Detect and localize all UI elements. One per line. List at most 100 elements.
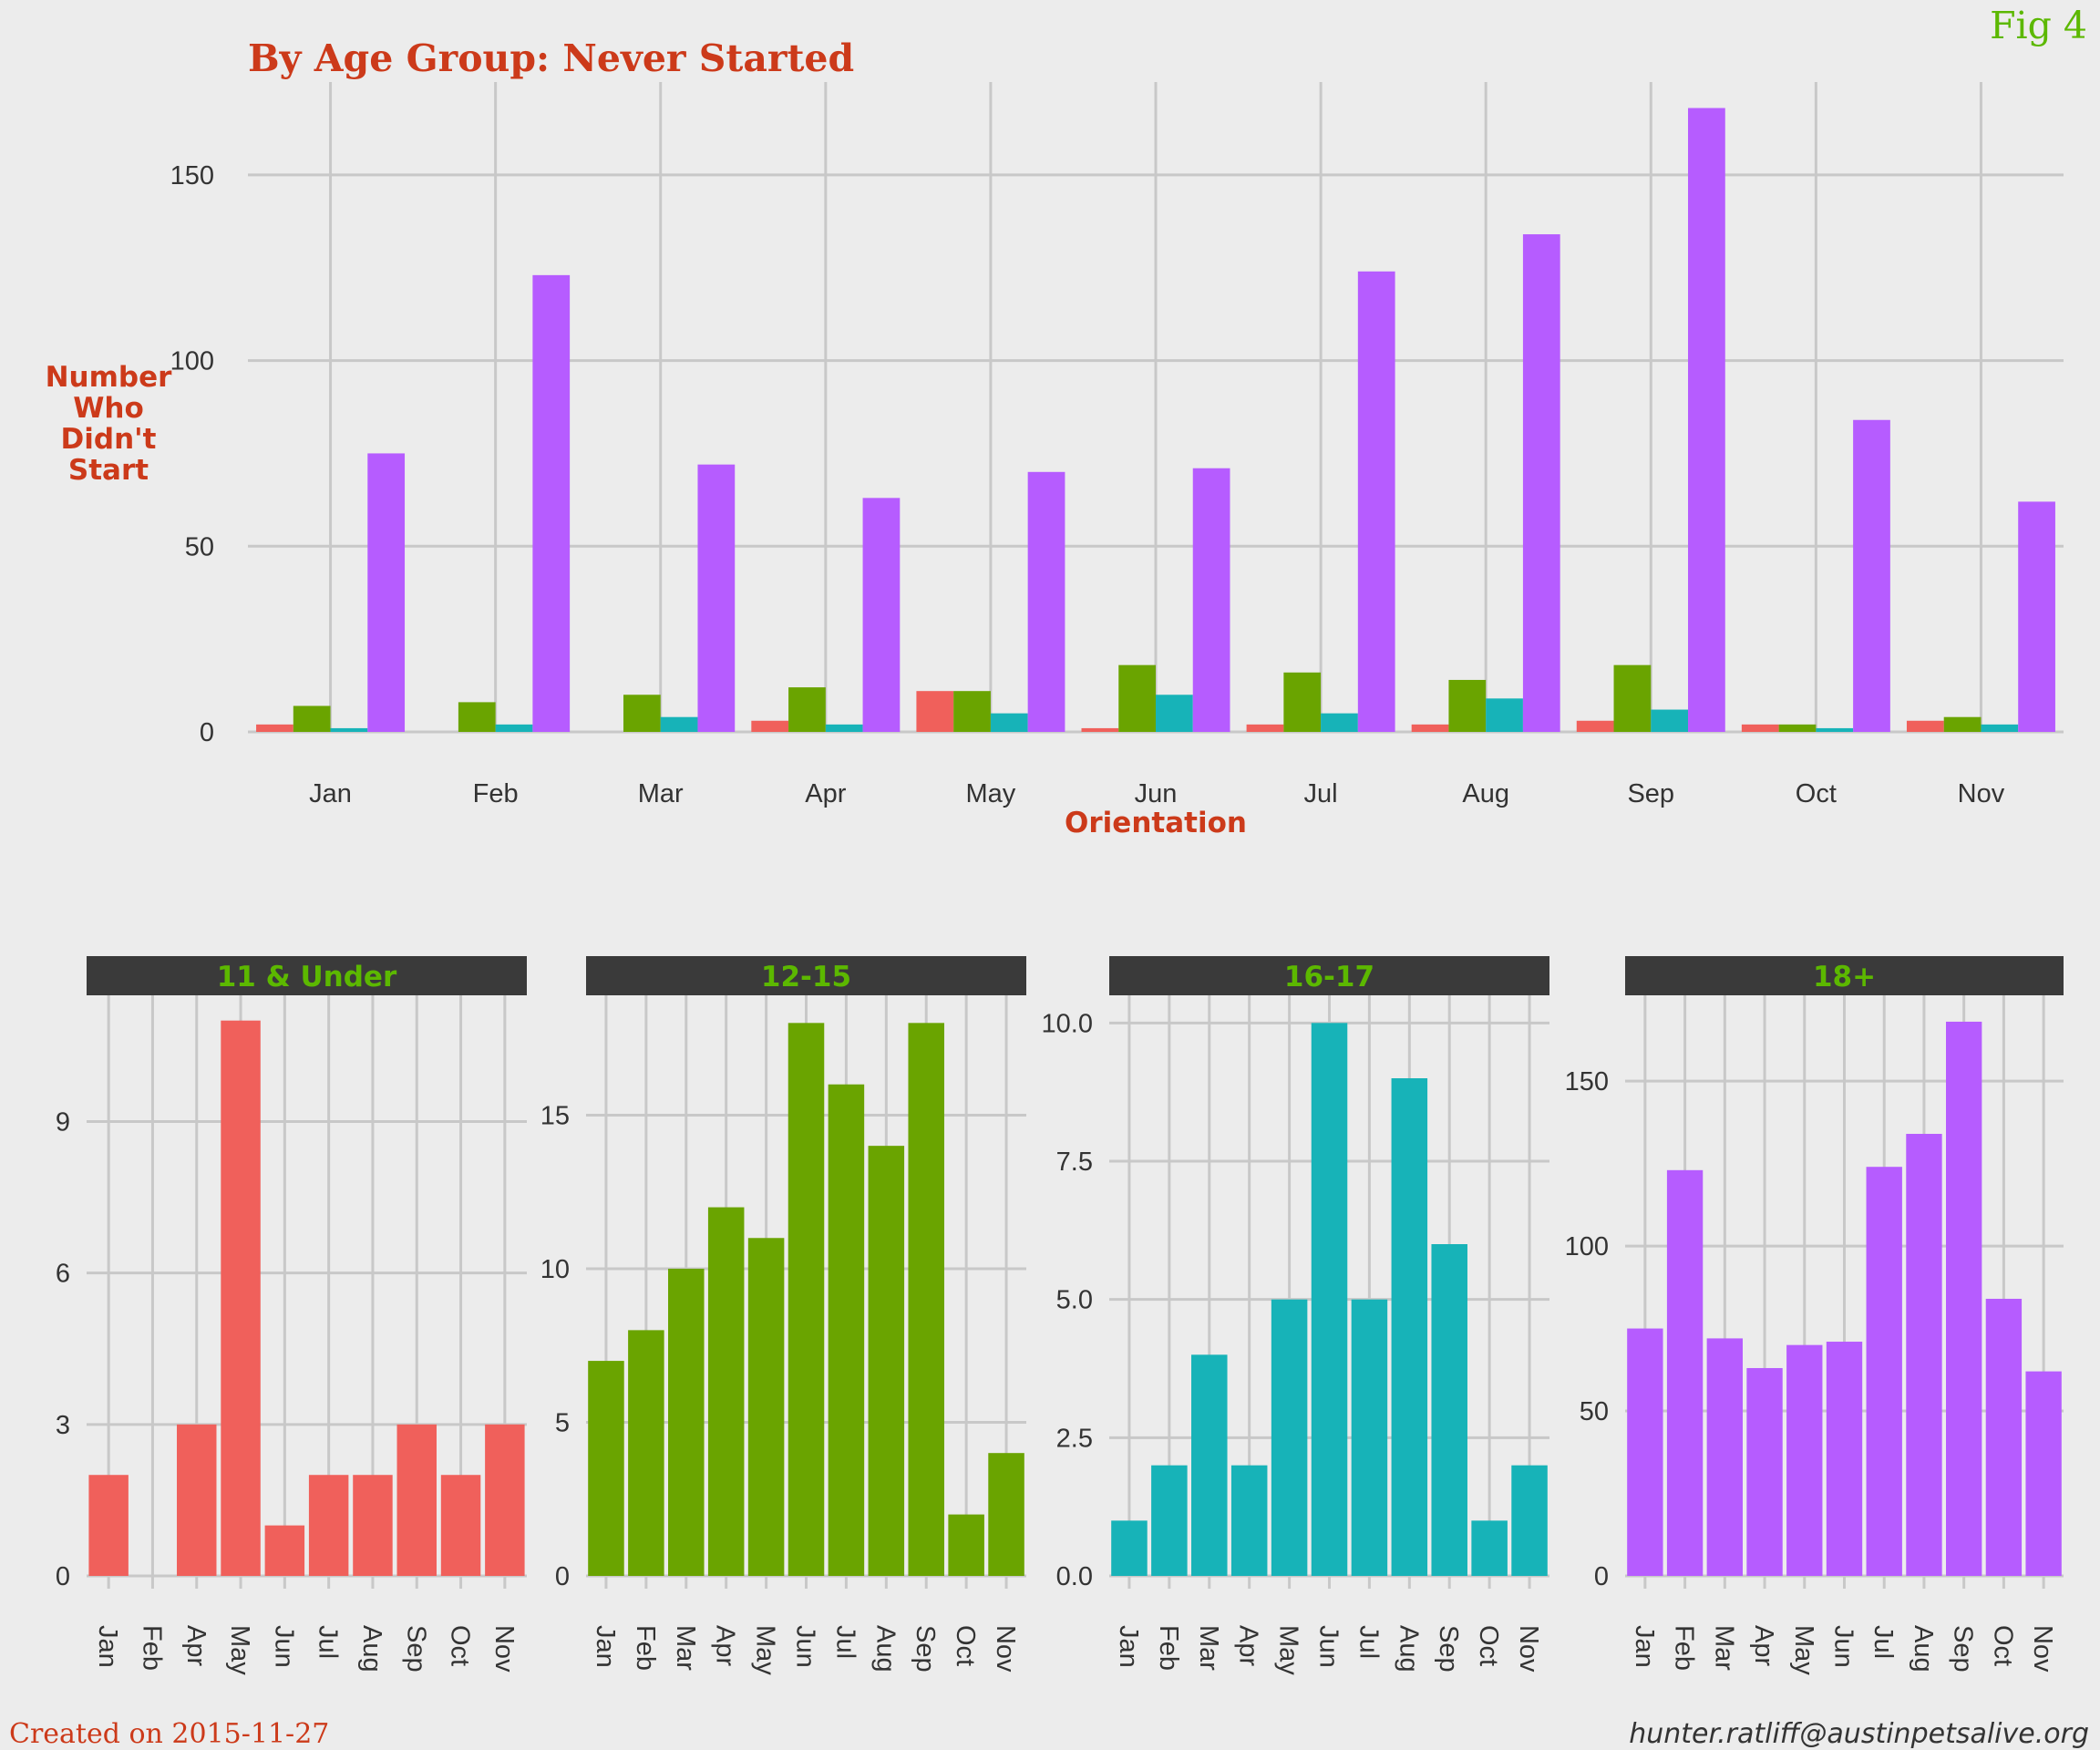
- facet-bar: [668, 1268, 705, 1576]
- main-y-axis-label: Who: [73, 392, 144, 425]
- facet-bar: [988, 1453, 1024, 1576]
- facet-x-tick-label: Oct: [1988, 1625, 2017, 1666]
- main-bar: [367, 453, 406, 732]
- main-x-tick-label: Sep: [1627, 779, 1674, 808]
- main-bar: [330, 727, 368, 732]
- facet-bar: [948, 1514, 984, 1576]
- main-chart-title: By Age Group: Never Started: [248, 36, 854, 80]
- facet-strip: [87, 956, 527, 995]
- main-x-tick-label: Jan: [309, 779, 352, 808]
- main-bar: [1613, 664, 1652, 732]
- facet-x-tick-label: Jan: [1114, 1625, 1143, 1668]
- facet-panel: 11 & Under 0 3 6 9 Jan Feb Apr May Jun Jul Aug Sep Oc…: [56, 956, 527, 1675]
- facet-x-tick-label: Jun: [1829, 1625, 1858, 1668]
- main-x-tick-label: Jun: [1135, 779, 1178, 808]
- facet-y-tick-label: 5: [555, 1408, 570, 1437]
- main-bar: [1246, 724, 1284, 732]
- main-bar: [1906, 720, 1944, 732]
- facet-bar: [1906, 1134, 1942, 1576]
- facet-x-tick-label: Aug: [357, 1625, 386, 1673]
- main-x-tick-label: Jul: [1304, 779, 1338, 808]
- main-bar: [2018, 501, 2055, 732]
- facet-x-tick-label: Aug: [870, 1625, 900, 1673]
- main-x-tick-label: Mar: [638, 779, 684, 808]
- main-x-tick-label: Aug: [1462, 779, 1509, 808]
- facet-x-tick-label: Apr: [711, 1625, 740, 1666]
- facet-title: 18+: [1813, 961, 1876, 993]
- facet-bar: [1271, 1299, 1308, 1576]
- main-y-tick-label: 0: [200, 718, 214, 747]
- main-bar: [1943, 716, 1982, 732]
- main-bar: [916, 691, 954, 732]
- main-bar: [1486, 698, 1523, 732]
- facet-x-tick-label: Jan: [591, 1625, 620, 1668]
- main-bar: [1448, 679, 1487, 732]
- main-bar: [1027, 471, 1065, 732]
- facet-bar: [1786, 1344, 1823, 1576]
- facet-x-tick-label: Jul: [314, 1625, 343, 1659]
- facet-x-tick-label: Mar: [671, 1625, 700, 1671]
- main-bar: [1522, 234, 1560, 732]
- main-bar: [1081, 727, 1119, 732]
- facet-x-tick-label: Sep: [1434, 1625, 1463, 1673]
- facet-y-tick-label: 5.0: [1056, 1286, 1093, 1315]
- facet-bar: [1826, 1342, 1863, 1576]
- facet-bar: [1866, 1167, 1902, 1576]
- facet-y-tick-label: 6: [56, 1260, 70, 1289]
- main-x-tick-label: Nov: [1958, 779, 2005, 808]
- facet-bar: [396, 1424, 437, 1576]
- main-bar: [1321, 713, 1358, 732]
- facet-x-tick-label: Feb: [1670, 1625, 1699, 1671]
- facet-y-tick-label: 100: [1565, 1232, 1609, 1261]
- facet-x-tick-label: Jan: [1630, 1625, 1659, 1668]
- facet-x-tick-label: Jul: [1868, 1625, 1898, 1659]
- facet-y-tick-label: 0.0: [1056, 1562, 1093, 1591]
- facet-strip: [1109, 956, 1549, 995]
- facet-y-tick-label: 10.0: [1042, 1009, 1093, 1038]
- main-plot: 0 50 100 150 Jan Feb Mar Apr May Jun Jul Aug Sep Oct N…: [46, 82, 2064, 839]
- main-y-axis-label: Didn't: [61, 423, 157, 456]
- facet-y-tick-label: 150: [1565, 1067, 1609, 1096]
- main-x-tick-label: Apr: [805, 779, 846, 808]
- facet-x-tick-label: Jun: [269, 1625, 298, 1668]
- main-bar: [495, 724, 533, 732]
- facet-x-tick-label: Oct: [1474, 1625, 1503, 1666]
- main-bar: [990, 713, 1028, 732]
- main-y-axis-label: Start: [68, 454, 149, 487]
- facet-x-tick-label: Oct: [446, 1625, 475, 1666]
- facet-bar: [828, 1084, 865, 1576]
- facet-x-tick-label: Nov: [1514, 1625, 1543, 1673]
- facet-bar: [221, 1020, 261, 1576]
- main-bar: [623, 695, 661, 732]
- facet-y-tick-label: 0: [56, 1562, 70, 1591]
- facet-bar: [1111, 1520, 1148, 1576]
- facet-bar: [1471, 1520, 1508, 1576]
- facet-bar: [2025, 1371, 2062, 1576]
- facet-x-tick-label: Jun: [1314, 1625, 1343, 1668]
- main-bar: [1688, 108, 1725, 732]
- facet-y-tick-label: 2.5: [1056, 1424, 1093, 1453]
- facet-bar: [1746, 1367, 1783, 1576]
- facet-title: 16-17: [1284, 961, 1374, 993]
- figure-label: Fig 4: [1990, 4, 2087, 47]
- facet-bar: [1391, 1078, 1428, 1576]
- facet-bar: [264, 1525, 305, 1576]
- facet-bar: [1230, 1465, 1268, 1576]
- facet-x-tick-label: Feb: [1154, 1625, 1183, 1671]
- facet-bar: [1151, 1465, 1188, 1576]
- facet-bar: [1706, 1338, 1743, 1576]
- facet-title: 11 & Under: [217, 961, 397, 993]
- facet-x-tick-label: Feb: [137, 1625, 166, 1671]
- main-bar: [788, 687, 826, 732]
- facet-strip: [586, 956, 1026, 995]
- facet-y-tick-label: 10: [540, 1255, 570, 1284]
- main-bar: [1778, 724, 1817, 732]
- facet-x-tick-label: May: [1274, 1625, 1303, 1675]
- main-bar: [862, 498, 901, 732]
- main-x-tick-label: Oct: [1796, 779, 1837, 808]
- facet-x-tick-label: Nov: [2028, 1625, 2057, 1673]
- facet-title: 12-15: [761, 961, 851, 993]
- author-email: hunter.ratliff@austinpetsalive.org: [1629, 1718, 2089, 1750]
- facet-y-tick-label: 50: [1580, 1397, 1609, 1426]
